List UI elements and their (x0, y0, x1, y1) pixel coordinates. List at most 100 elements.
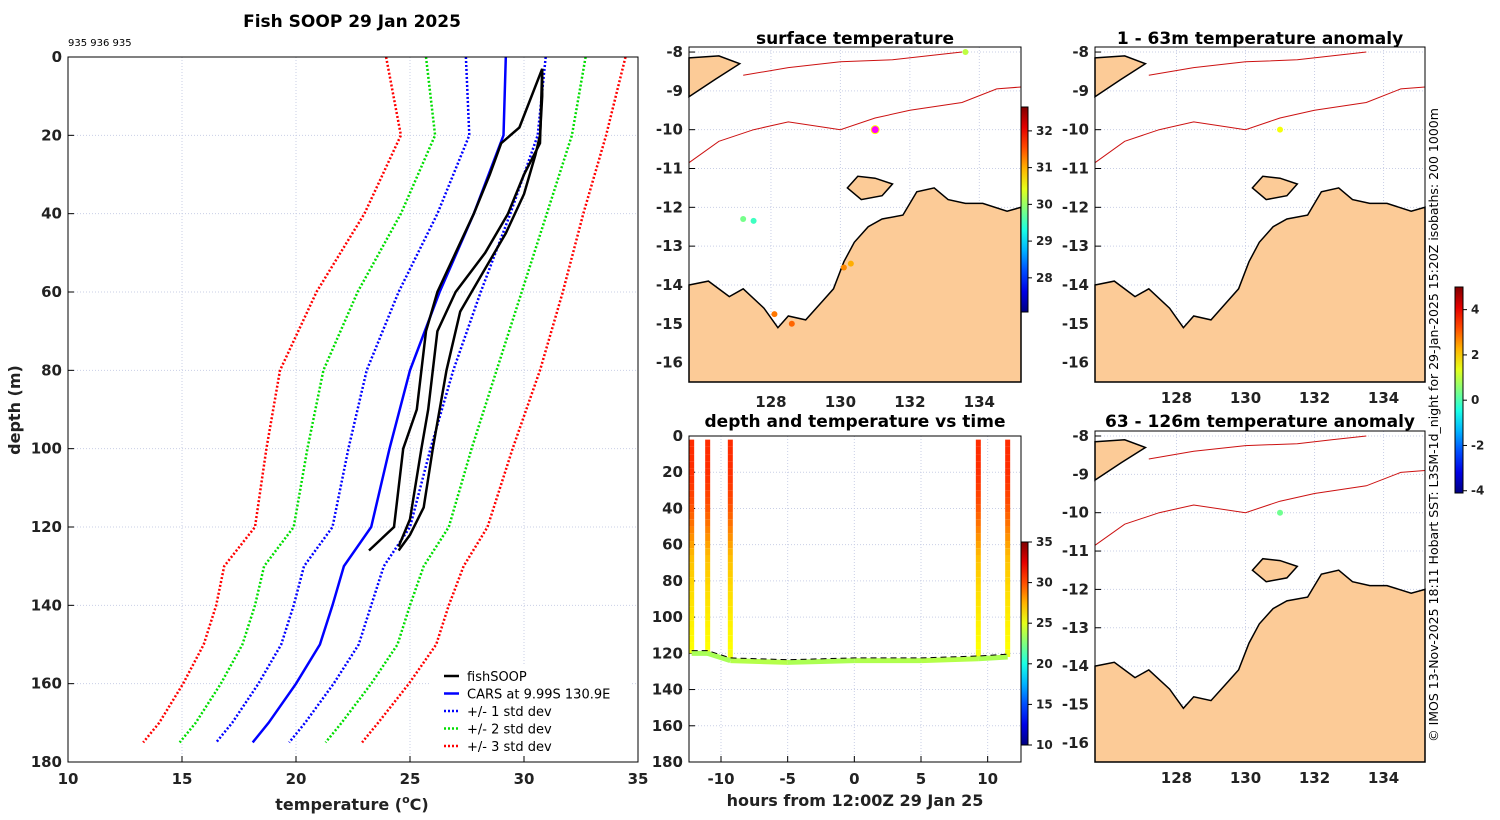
anomaly-colorbar: -4 -2 0 2 4 (1454, 286, 1484, 498)
surface-data-point (870, 125, 880, 135)
anomaly-colorbar-label: -4 (1471, 484, 1484, 498)
std1-lower-line (215, 56, 471, 744)
anom1-ytick-label: -10 (1062, 121, 1089, 139)
anom1-frame (1094, 46, 1426, 383)
anom1-xtick-label: 134 (1368, 389, 1399, 407)
anom1-ytick-label: -8 (1072, 43, 1089, 61)
anom1-xtick-label: 132 (1299, 389, 1330, 407)
anom2-title: 63 - 126m temperature anomaly (1105, 412, 1415, 432)
surface-axes: 128 130 132 134 -8 -9 -10 -11 -12 -13 -14 -15 -16 (656, 43, 1022, 411)
depthtime-xtick-label: 10 (977, 770, 998, 788)
profile-axes: 10 15 20 25 30 35 0 20 40 60 80 100 120 140 160 180 fish… (31, 48, 649, 788)
anom2-isobath-200m (1094, 470, 1426, 546)
legend-label: +/- 3 std dev (467, 740, 552, 755)
surface-data-point (750, 217, 757, 224)
anom1-isobath-200m (1094, 86, 1426, 164)
surface-xtick-label: 128 (755, 393, 786, 411)
surface-ytick-label: -13 (656, 237, 683, 255)
xlabel-unit: C) (410, 795, 429, 814)
profile-xtick-label: 15 (172, 770, 193, 788)
anomaly-colorbar-label: 4 (1471, 303, 1479, 317)
depthtime-colorbar-label: 25 (1036, 616, 1053, 630)
fishsoop-profile-1 (368, 68, 544, 552)
profile-ytick-label: 0 (52, 48, 62, 66)
depthtime-ytick-label: 80 (662, 572, 683, 590)
bottom-track-segment (706, 650, 732, 663)
anom1-data-point (1277, 126, 1284, 133)
anom1-ytick-label: -14 (1062, 276, 1089, 294)
xlabel-text: temperature ( (275, 795, 402, 814)
depthtime-ytick-label: 160 (652, 717, 683, 735)
profile-ytick-label: 40 (41, 205, 62, 223)
std2-upper-line (324, 56, 587, 744)
depthtime-xlabel: hours from 12:00Z 29 Jan 25 (727, 791, 984, 810)
depthtime-frame (688, 435, 1022, 763)
anomaly-colorbar-label: -2 (1471, 438, 1484, 452)
surface-ytick-label: -9 (666, 82, 683, 100)
surface-data-point (840, 264, 847, 271)
anom2-ytick-label: -8 (1072, 427, 1089, 445)
legend-label: +/- 1 std dev (467, 705, 552, 720)
profile-frame (67, 56, 639, 763)
anom1-ytick-label: -12 (1062, 198, 1089, 216)
depthtime-colorbar-label: 20 (1036, 657, 1053, 671)
surface-timor-landmass (688, 55, 742, 99)
surface-data-point (962, 49, 969, 56)
surface-colorbar-label: 30 (1036, 197, 1053, 211)
fishsoop-profile-0 (397, 68, 544, 552)
surface-data-point (847, 260, 854, 267)
anom2-ytick-label: -16 (1062, 734, 1089, 752)
depthtime-ytick-label: 180 (652, 753, 683, 771)
depthtime-ytick-label: 140 (652, 681, 683, 699)
std2-lower-line (178, 56, 437, 744)
depthtime-ytick-label: 0 (673, 427, 683, 445)
surface-colorbar: 28 29 30 31 32 (1020, 106, 1053, 313)
profile-ytick-label: 60 (41, 283, 62, 301)
surface-ytick-label: -15 (656, 315, 683, 333)
anom2-ytick-label: -15 (1062, 695, 1089, 713)
anomaly-colorbar-label: 2 (1471, 348, 1479, 362)
anom2-isobath-1000m (1148, 435, 1367, 460)
legend-label: fishSOOP (467, 670, 527, 685)
anom1-ytick-label: -9 (1072, 82, 1089, 100)
anom1-ytick-label: -13 (1062, 237, 1089, 255)
footer-credit: © IMOS 13-Nov-2025 18:11 Hobart SST: L3S… (1426, 108, 1441, 742)
legend-box (430, 664, 630, 756)
cars-mean-line (251, 56, 508, 744)
anom1-title: 1 - 63m temperature anomaly (1117, 29, 1403, 49)
anom2-ytick-label: -10 (1062, 504, 1089, 522)
std1-upper-line (288, 56, 547, 744)
surface-colorbar-ramp (1020, 106, 1029, 313)
fishsoop-profile-2 (397, 68, 544, 548)
depthtime-colorbar-label: 10 (1036, 738, 1053, 752)
profile-ytick-label: 20 (41, 126, 62, 144)
surface-ytick-label: -14 (656, 276, 683, 294)
profile-title: Fish SOOP 29 Jan 2025 (243, 12, 461, 32)
surface-ytick-label: -16 (656, 354, 683, 372)
anom1-xtick-label: 130 (1230, 389, 1261, 407)
anom2-ytick-label: -13 (1062, 619, 1089, 637)
anom1-tiwi-islands-landmass (1251, 175, 1299, 201)
profile-xtick-label: 25 (400, 770, 421, 788)
profile-ytick-label: 100 (31, 440, 62, 458)
profile-ytick-label: 80 (41, 361, 62, 379)
anom2-ytick-label: -14 (1062, 657, 1089, 675)
profile-xtick-label: 35 (628, 770, 649, 788)
depthtime-ytick-label: 40 (662, 499, 683, 517)
anomaly-colorbar-ramp (1454, 286, 1464, 494)
surface-xtick-label: 130 (825, 393, 856, 411)
surface-data-point (788, 320, 795, 327)
anom2-land-landmass (1094, 569, 1426, 763)
depthtime-xtick-label: 0 (849, 770, 859, 788)
anom1-xtick-label: 128 (1161, 389, 1192, 407)
bottom-track-segment (920, 656, 979, 664)
bottom-depth-dashed-line (691, 650, 1008, 661)
profile-ytick-label: 160 (31, 675, 62, 693)
surface-isobath-200m (688, 86, 1022, 164)
profile-ytick-label: 120 (31, 518, 62, 536)
anom2-ytick-label: -9 (1072, 465, 1089, 483)
anom2-ytick-label: -11 (1062, 542, 1089, 560)
xlabel-degree: o (402, 793, 410, 806)
depthtime-colorbar-label: 35 (1036, 535, 1053, 549)
